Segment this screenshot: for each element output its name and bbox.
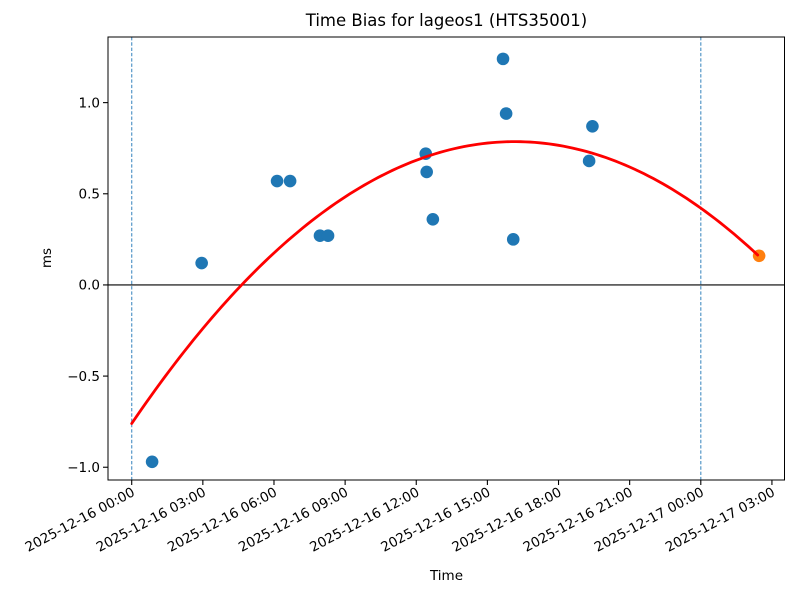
observed-time-bias-point — [496, 52, 510, 66]
y-tick-label: 1.0 — [79, 95, 100, 111]
observed-time-bias-point — [283, 174, 297, 188]
polynomial-fit-curve — [130, 140, 760, 425]
observed-time-bias-point — [195, 256, 208, 270]
observed-time-bias-point — [420, 165, 433, 179]
observed-time-bias-point — [499, 107, 513, 120]
observed-time-bias-point — [426, 213, 440, 226]
observed-time-bias-point — [145, 455, 159, 469]
axes-frame — [107, 36, 785, 481]
y-tick-label: 0.0 — [79, 278, 100, 294]
y-axis-label: ms — [39, 247, 55, 269]
x-axis-label: Time — [429, 568, 464, 584]
observed-time-bias-point — [506, 233, 520, 246]
observed-time-bias-point — [582, 154, 596, 168]
y-tick-label: 0.5 — [79, 187, 100, 203]
observed-time-bias-point — [321, 229, 335, 243]
observed-time-bias-point — [586, 120, 599, 133]
y-tick-label: −0.5 — [67, 369, 100, 385]
observed-time-bias-point — [270, 174, 284, 188]
y-tick-label: −1.0 — [67, 460, 100, 476]
chart-title: Time Bias for lageos1 (HTS35001) — [305, 11, 588, 30]
